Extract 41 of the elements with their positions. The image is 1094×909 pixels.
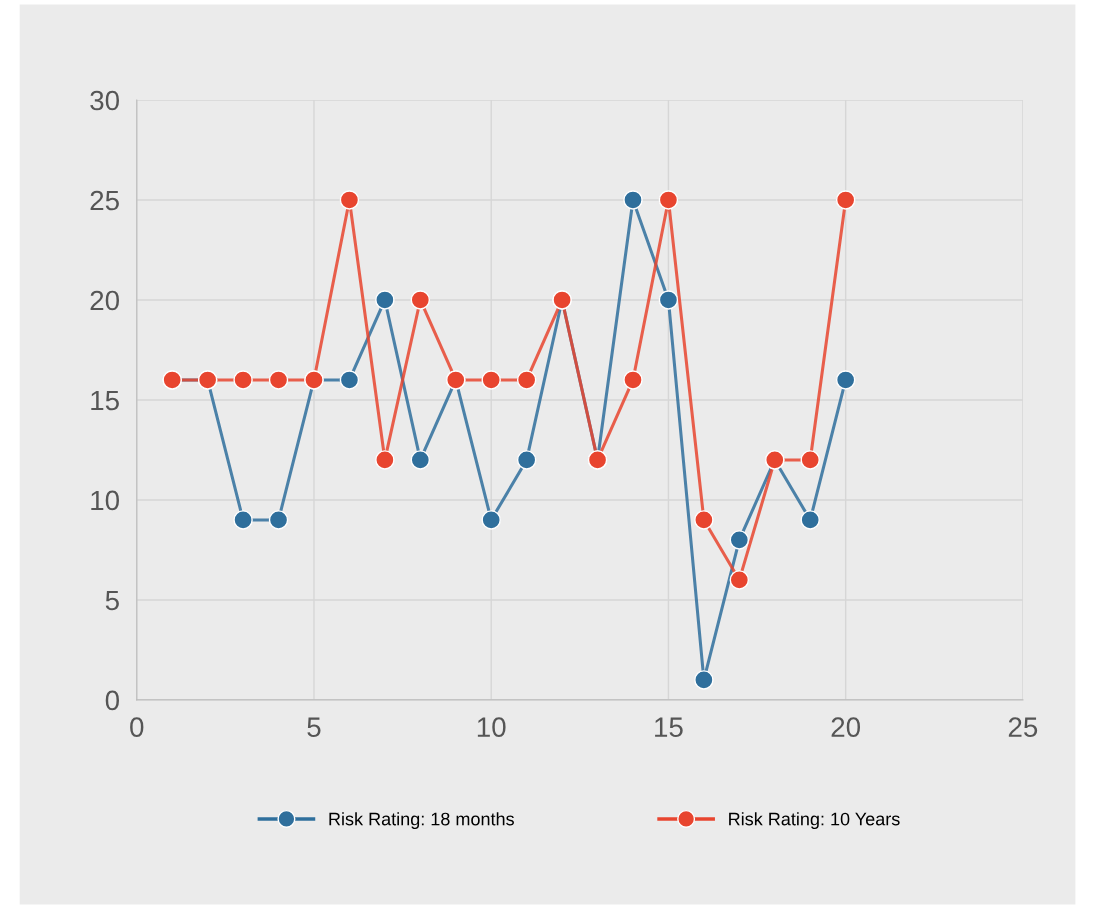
point (339, 370, 360, 390)
point (268, 370, 289, 390)
y-tick-label: 25 (90, 190, 119, 211)
legend-label: Risk Rating: 18 months (329, 812, 514, 829)
y-tick-label: 20 (90, 290, 119, 311)
point (623, 370, 643, 390)
x-tick-label: 5 (307, 717, 321, 737)
point (694, 510, 714, 530)
x-tick-label: 10 (477, 717, 506, 737)
point (375, 450, 395, 470)
point (835, 190, 856, 210)
point (658, 190, 679, 210)
y-tick-label: 0 (105, 690, 119, 711)
legend-label: Risk Rating: 10 Years (729, 812, 900, 829)
point (658, 290, 679, 310)
point (481, 370, 501, 390)
point (516, 370, 537, 390)
x-tick-label: 20 (831, 717, 861, 737)
x-tick-label: 15 (655, 717, 683, 737)
point (516, 450, 537, 470)
point (800, 510, 820, 530)
point (339, 190, 360, 210)
point (268, 510, 289, 530)
point (233, 510, 253, 530)
point (481, 510, 501, 530)
x-tick-label: 25 (1008, 717, 1038, 737)
x-tick-label: 0 (130, 717, 144, 737)
point (729, 530, 750, 550)
point (375, 290, 395, 310)
y-tick-label: 5 (105, 590, 119, 611)
point (835, 370, 856, 390)
point (729, 570, 750, 590)
y-tick-label: 15 (91, 390, 119, 411)
point (410, 450, 431, 470)
point (800, 450, 820, 470)
y-tick-label: 30 (90, 90, 119, 111)
point (694, 670, 714, 690)
point (233, 370, 253, 390)
point (410, 290, 431, 310)
y-tick-label: 10 (91, 490, 119, 511)
point (623, 190, 643, 210)
